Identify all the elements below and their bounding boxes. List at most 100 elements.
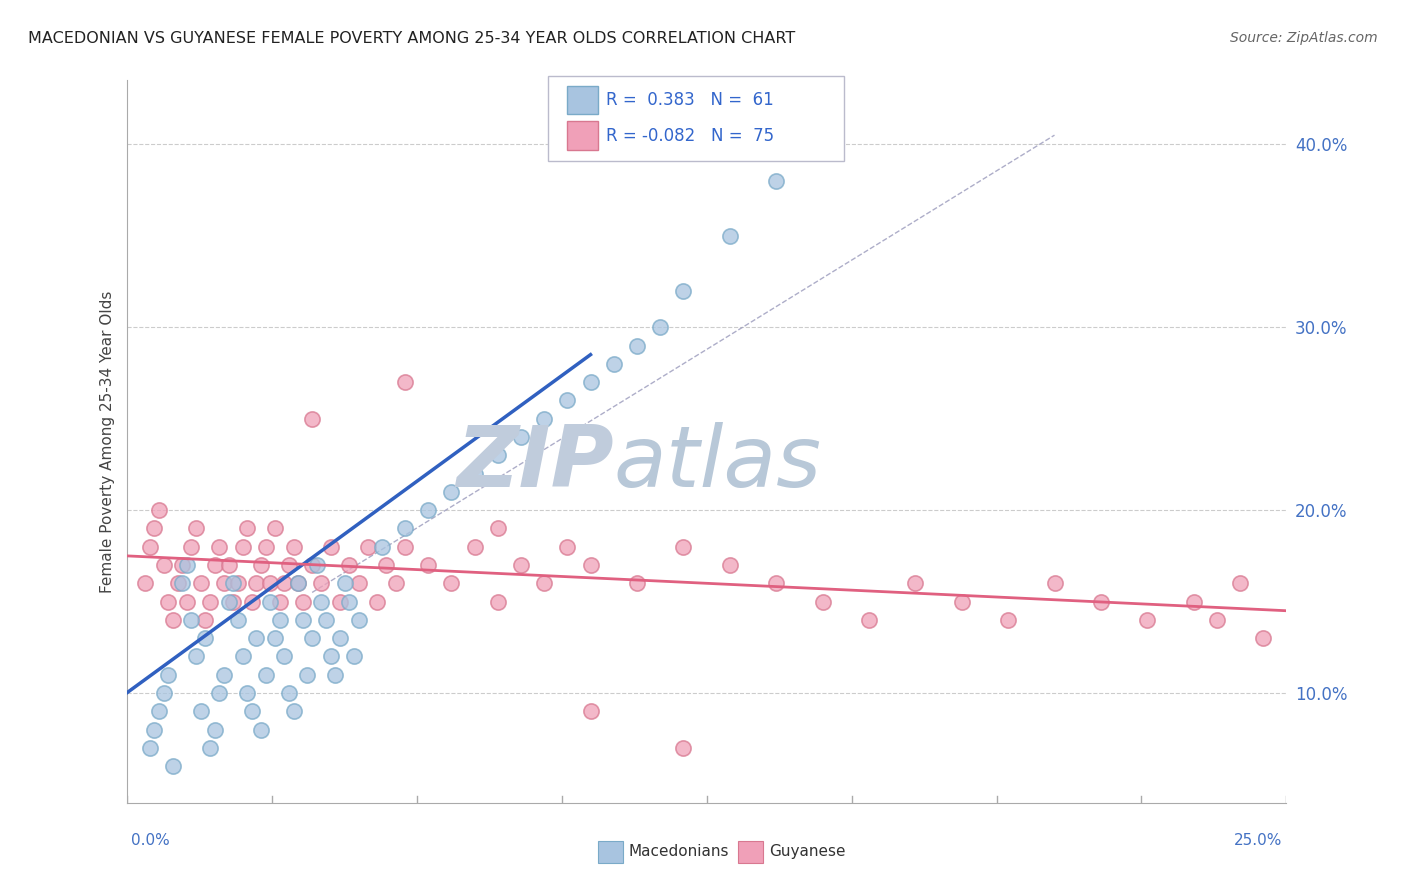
Point bbox=[1206, 613, 1229, 627]
Point bbox=[509, 430, 531, 444]
Point bbox=[394, 521, 416, 535]
Point bbox=[143, 723, 166, 737]
Point bbox=[186, 649, 208, 664]
Point bbox=[579, 704, 602, 718]
Y-axis label: Female Poverty Among 25-34 Year Olds: Female Poverty Among 25-34 Year Olds bbox=[100, 291, 115, 592]
Point bbox=[997, 613, 1019, 627]
Point bbox=[264, 521, 287, 535]
Point bbox=[231, 540, 254, 554]
Point bbox=[190, 576, 212, 591]
Point bbox=[287, 576, 309, 591]
Point bbox=[533, 411, 555, 425]
Point bbox=[143, 521, 166, 535]
Text: Macedonians: Macedonians bbox=[628, 845, 728, 859]
Point bbox=[440, 484, 463, 499]
Point bbox=[204, 723, 226, 737]
Point bbox=[204, 558, 226, 572]
Point bbox=[672, 284, 695, 298]
Point bbox=[337, 558, 360, 572]
Point bbox=[212, 667, 235, 681]
Point bbox=[208, 540, 231, 554]
Text: 0.0%: 0.0% bbox=[131, 833, 170, 847]
Point bbox=[264, 631, 287, 645]
Point bbox=[333, 576, 356, 591]
Point bbox=[222, 576, 245, 591]
Point bbox=[1090, 594, 1112, 608]
Point bbox=[672, 740, 695, 755]
Point bbox=[269, 594, 291, 608]
Point bbox=[259, 594, 281, 608]
Point bbox=[315, 613, 337, 627]
Point bbox=[950, 594, 973, 608]
Point bbox=[287, 576, 309, 591]
Point bbox=[765, 576, 787, 591]
Point bbox=[418, 503, 440, 517]
Point bbox=[319, 540, 342, 554]
Point bbox=[254, 540, 277, 554]
Point bbox=[198, 594, 221, 608]
Point bbox=[297, 667, 319, 681]
Point bbox=[579, 375, 602, 389]
Point bbox=[250, 723, 273, 737]
Point bbox=[194, 613, 217, 627]
Point bbox=[172, 576, 194, 591]
Point bbox=[283, 540, 305, 554]
Point bbox=[357, 540, 380, 554]
Point bbox=[343, 649, 366, 664]
Point bbox=[138, 740, 162, 755]
Point bbox=[319, 649, 342, 664]
Point bbox=[301, 631, 323, 645]
Point bbox=[166, 576, 188, 591]
Point bbox=[375, 558, 398, 572]
Point bbox=[858, 613, 880, 627]
Point bbox=[157, 594, 180, 608]
Point bbox=[904, 576, 927, 591]
Point bbox=[273, 649, 295, 664]
Point bbox=[240, 594, 263, 608]
Point bbox=[162, 613, 184, 627]
Text: ZIP: ZIP bbox=[456, 422, 613, 505]
Text: R = -0.082   N =  75: R = -0.082 N = 75 bbox=[606, 127, 775, 145]
Point bbox=[152, 558, 174, 572]
Point bbox=[212, 576, 235, 591]
Point bbox=[208, 686, 231, 700]
Point bbox=[245, 631, 267, 645]
Point bbox=[486, 594, 509, 608]
Point bbox=[157, 667, 180, 681]
Point bbox=[194, 631, 217, 645]
Point bbox=[218, 558, 240, 572]
Point bbox=[672, 540, 695, 554]
Point bbox=[337, 594, 360, 608]
Point bbox=[245, 576, 267, 591]
Point bbox=[394, 375, 416, 389]
Text: MACEDONIAN VS GUYANESE FEMALE POVERTY AMONG 25-34 YEAR OLDS CORRELATION CHART: MACEDONIAN VS GUYANESE FEMALE POVERTY AM… bbox=[28, 31, 796, 46]
Point bbox=[394, 540, 416, 554]
Point bbox=[218, 594, 240, 608]
Point bbox=[626, 576, 648, 591]
Point bbox=[226, 613, 249, 627]
Point bbox=[371, 540, 394, 554]
Point bbox=[138, 540, 162, 554]
Point bbox=[278, 686, 301, 700]
Point bbox=[226, 576, 249, 591]
Point bbox=[291, 613, 314, 627]
Point bbox=[533, 576, 555, 591]
Point bbox=[172, 558, 194, 572]
Point bbox=[1043, 576, 1066, 591]
Point bbox=[231, 649, 254, 664]
Point bbox=[311, 576, 333, 591]
Point bbox=[305, 558, 328, 572]
Point bbox=[180, 540, 202, 554]
Point bbox=[347, 613, 370, 627]
Point bbox=[301, 411, 323, 425]
Point bbox=[134, 576, 156, 591]
Text: Source: ZipAtlas.com: Source: ZipAtlas.com bbox=[1230, 31, 1378, 45]
Text: R =  0.383   N =  61: R = 0.383 N = 61 bbox=[606, 91, 773, 109]
Point bbox=[1251, 631, 1274, 645]
Point bbox=[626, 338, 648, 352]
Point bbox=[176, 594, 198, 608]
Point bbox=[176, 558, 198, 572]
Point bbox=[557, 540, 579, 554]
Point bbox=[259, 576, 281, 591]
Point bbox=[254, 667, 277, 681]
